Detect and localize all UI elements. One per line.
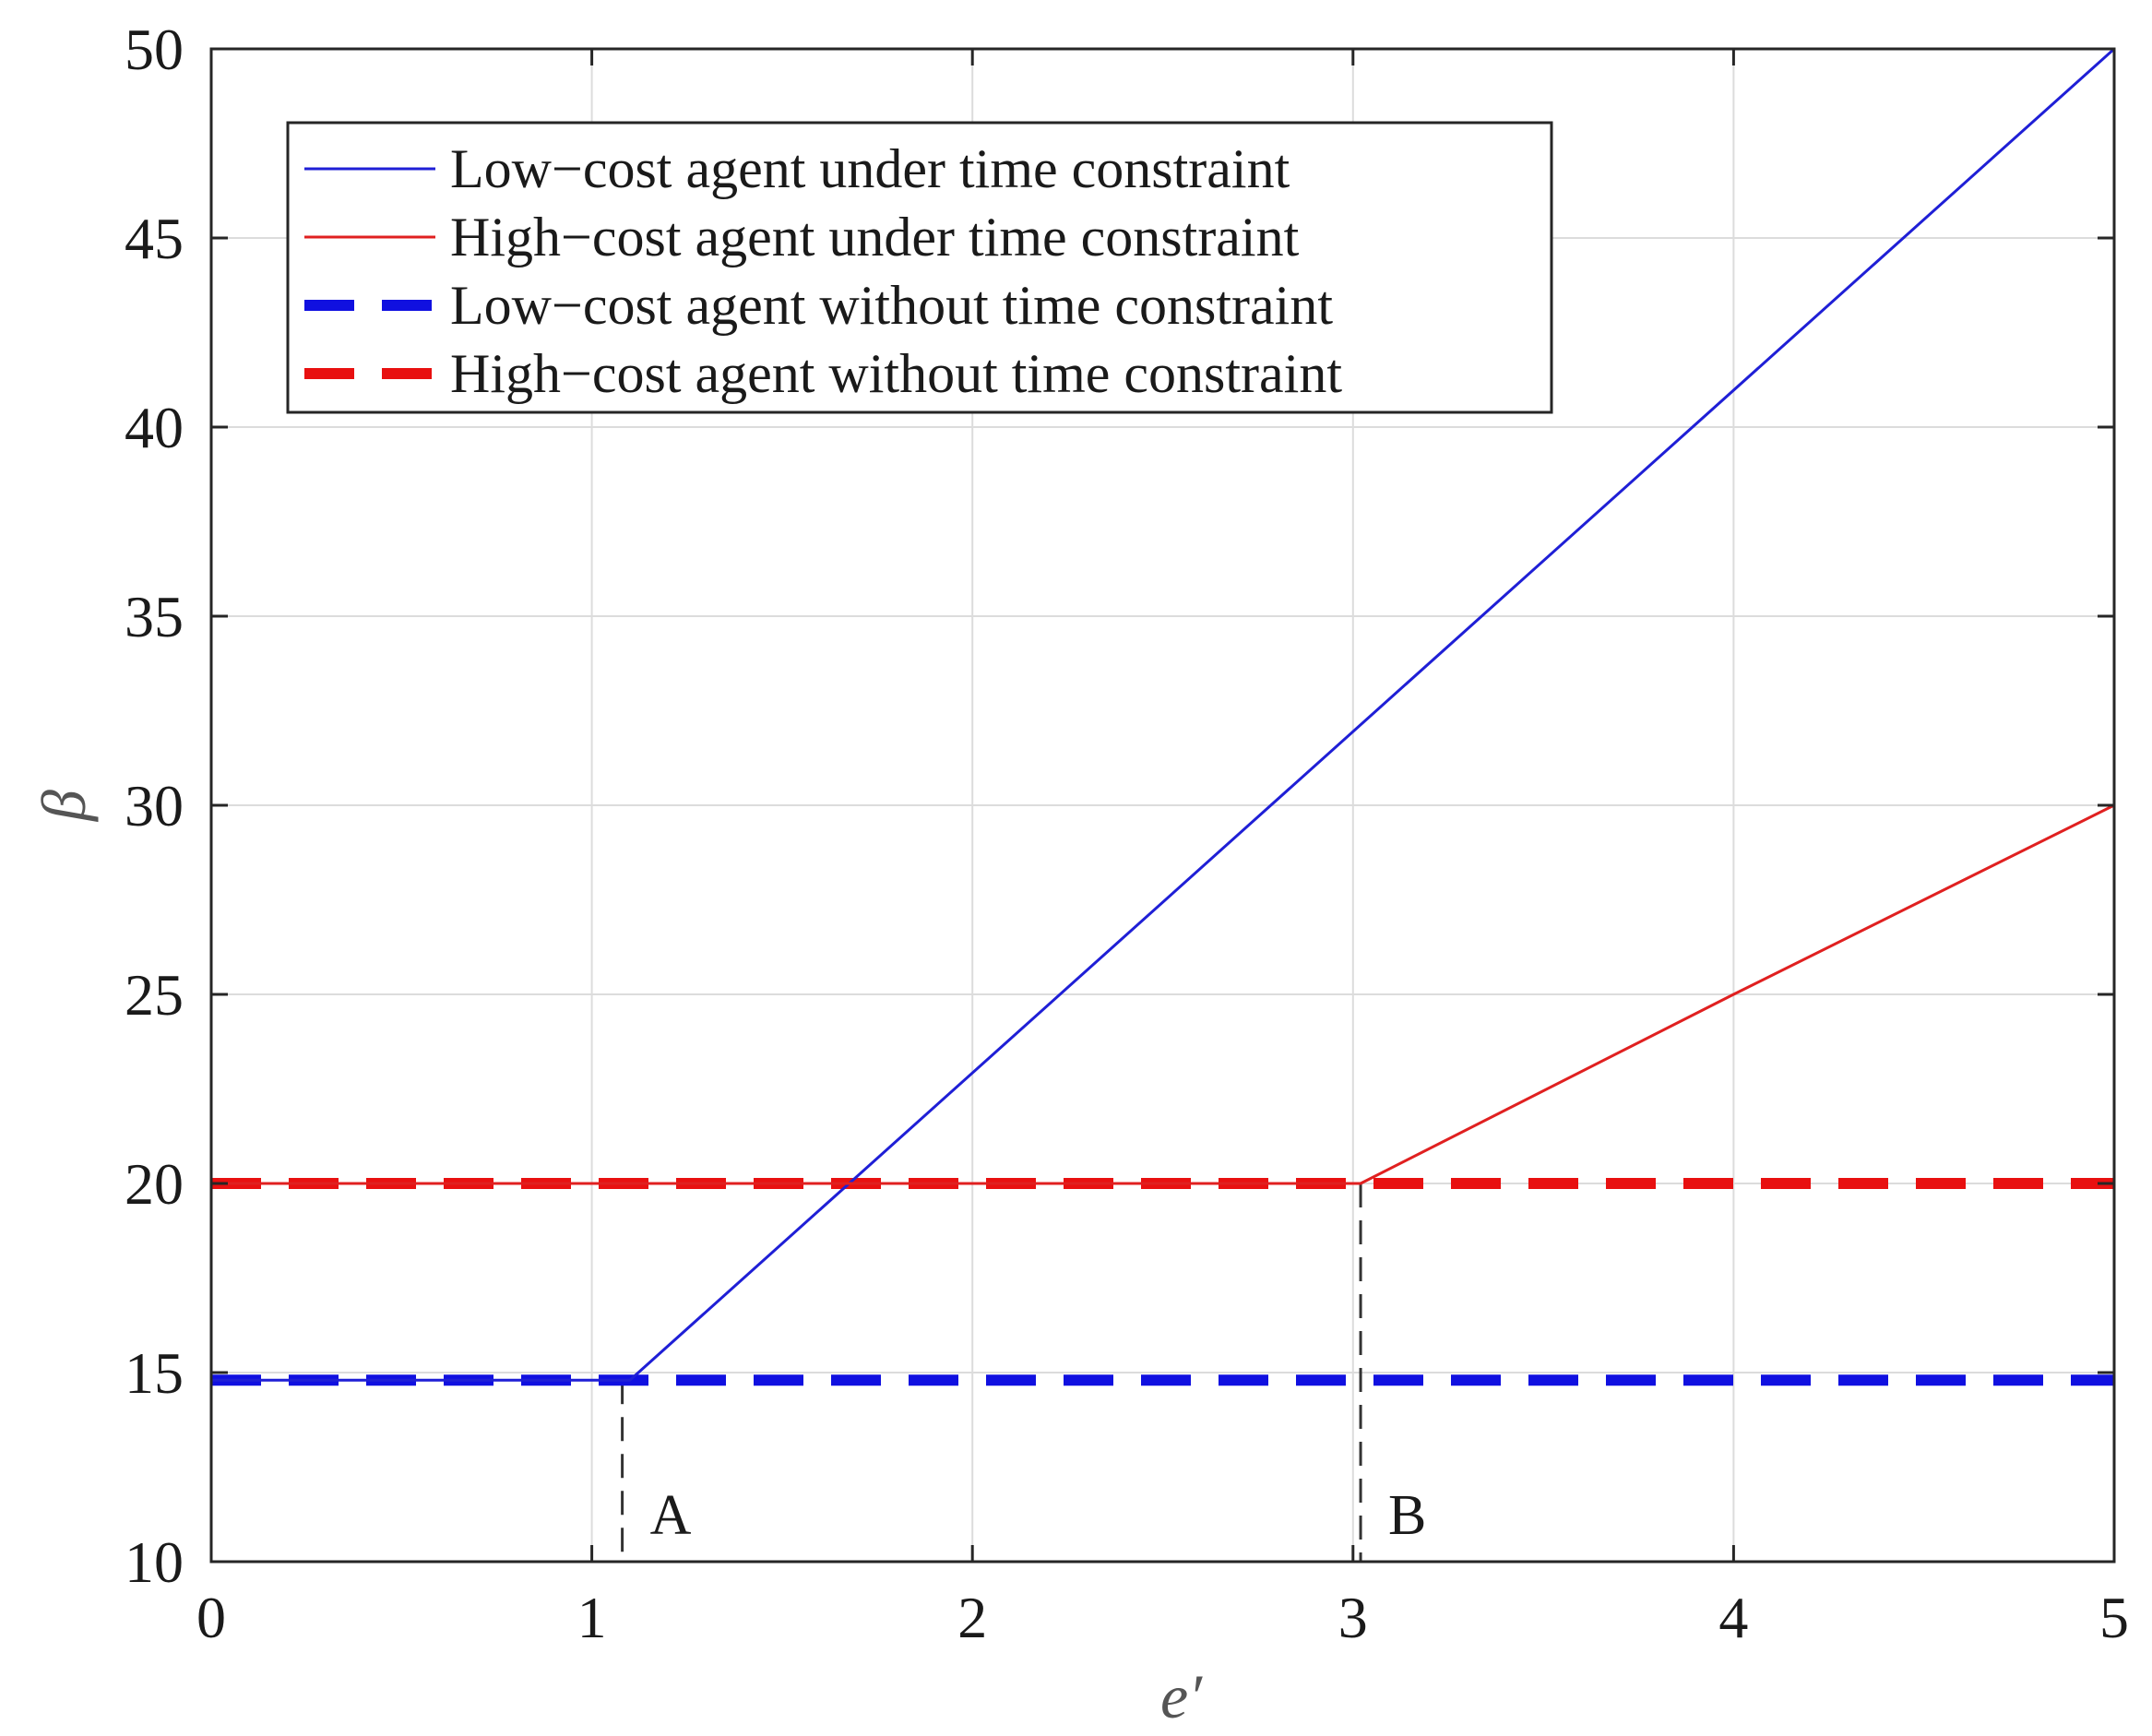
annotation-label-b: B [1388,1484,1426,1547]
y-tick-label-0: 10 [125,1529,184,1595]
y-tick-label-1: 15 [125,1340,184,1406]
y-tick-label-8: 50 [125,17,184,82]
x-tick-label-4: 4 [1718,1585,1748,1650]
x-tick-label-3: 3 [1338,1585,1368,1650]
legend-label-3: High−cost agent without time constraint [450,343,1342,404]
legend: Low−cost agent under time constraint High… [286,121,1553,414]
annotation-lines [621,1183,1362,1562]
y-tick-label-7: 45 [125,206,184,271]
y-axis-label: β [29,790,99,823]
y-tick-label-3: 25 [125,962,184,1028]
legend-box [286,121,1553,414]
legend-label-2: Low−cost agent without time constraint [450,275,1333,336]
x-tick-label-2: 2 [957,1585,987,1650]
x-axis-label: e′ [1160,1661,1203,1731]
series-layer [211,47,2116,1386]
legend-label-1: High−cost agent under time constraint [450,207,1300,268]
series-line-0 [211,47,2116,1382]
annotation-label-a: A [650,1484,692,1547]
x-tick-label-5: 5 [2099,1585,2129,1650]
x-tick-label-0: 0 [196,1585,226,1650]
ticks [209,47,2116,1564]
y-tick-label-6: 40 [125,395,184,460]
legend-label-0: Low−cost agent under time constraint [450,138,1290,199]
series-line-1 [211,803,2115,1185]
y-tick-label-2: 20 [125,1151,184,1217]
y-tick-label-5: 35 [125,584,184,649]
x-tick-label-1: 1 [577,1585,607,1650]
y-tick-label-4: 30 [125,773,184,838]
